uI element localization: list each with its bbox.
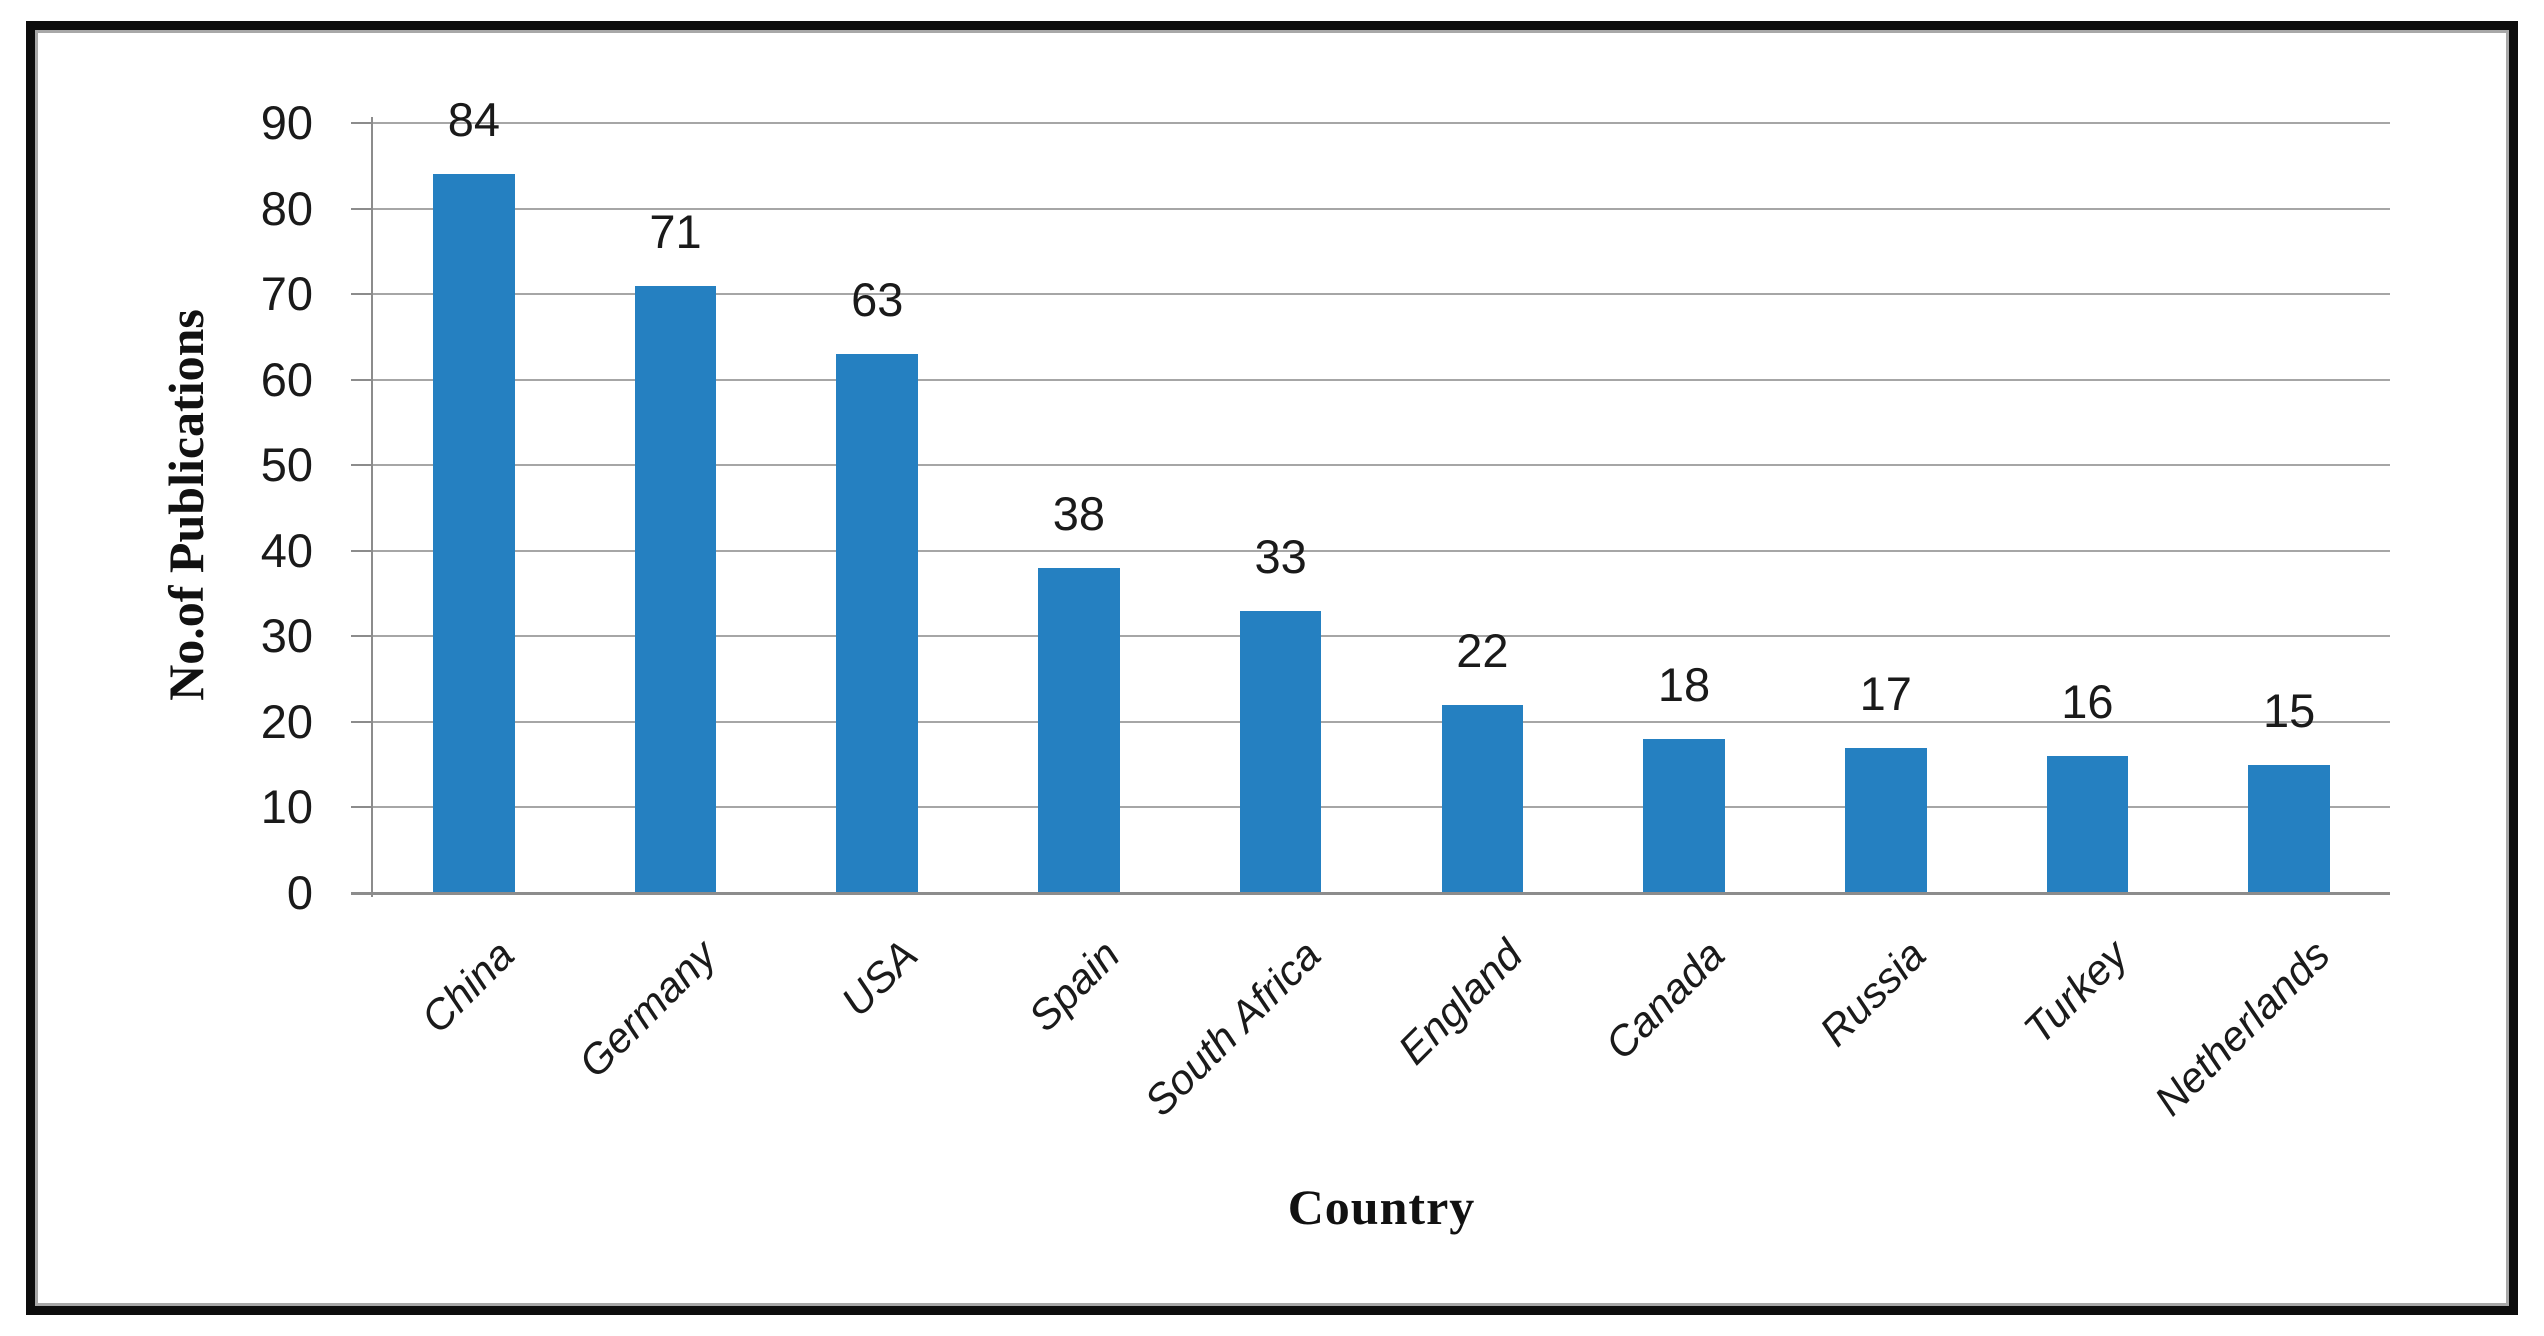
y-tick-label: 80 — [260, 181, 313, 235]
y-axis-tick — [351, 464, 373, 467]
y-tick-label: 70 — [260, 267, 313, 321]
x-axis-line — [351, 892, 2390, 895]
bar-value-label: 16 — [2061, 675, 2114, 729]
y-axis-tick — [351, 122, 373, 124]
x-category-label: South Africa — [1135, 930, 1330, 1125]
gridline — [373, 293, 2390, 296]
y-tick-label: 0 — [286, 866, 313, 919]
y-tick-label: 10 — [260, 780, 313, 834]
x-category-label: Spain — [1018, 930, 1129, 1041]
gridline — [373, 549, 2390, 552]
gridline — [373, 720, 2390, 723]
gridline — [373, 464, 2390, 467]
y-axis-tick — [351, 207, 373, 210]
gridline — [373, 122, 2390, 124]
x-category-label: Germany — [569, 930, 725, 1087]
chart-frame-border — [26, 21, 2518, 1315]
x-category-label: Russia — [1810, 930, 1935, 1055]
y-tick-label: 20 — [260, 694, 313, 748]
bar — [1239, 610, 1322, 893]
bar — [1441, 704, 1524, 893]
x-category-label: Turkey — [2014, 930, 2137, 1053]
bar — [1844, 747, 1927, 893]
y-tick-label: 90 — [260, 96, 313, 149]
bar — [1643, 739, 1725, 893]
y-axis-tick — [351, 635, 373, 638]
x-axis-title: Country — [1287, 1179, 1476, 1235]
bar-value-label: 15 — [2263, 683, 2316, 737]
y-axis-tick — [351, 806, 373, 809]
gridline — [373, 378, 2390, 381]
chart-frame-inner-line — [35, 30, 2509, 1306]
bar — [1038, 567, 1120, 893]
x-category-label: Canada — [1595, 930, 1734, 1069]
y-axis-line — [371, 117, 373, 897]
y-axis-title: No.of Publications — [158, 309, 214, 701]
bar — [433, 174, 515, 893]
bar — [634, 285, 717, 893]
bar-value-label: 63 — [851, 273, 904, 326]
bar-value-label: 18 — [1657, 658, 1711, 711]
bar-value-label: 33 — [1254, 529, 1307, 583]
bar — [836, 354, 919, 893]
y-axis-tick — [351, 293, 373, 296]
y-tick-label: 60 — [260, 352, 313, 406]
gridline — [373, 635, 2390, 638]
y-axis-tick — [351, 378, 373, 381]
gridline — [373, 207, 2390, 210]
y-tick-label: 30 — [260, 609, 313, 663]
x-category-label: China — [412, 930, 523, 1042]
bar-value-label: 84 — [447, 93, 500, 147]
bar-value-label: 38 — [1052, 486, 1106, 540]
gridline — [373, 806, 2390, 809]
bar-value-label: 17 — [1859, 666, 1912, 720]
bar — [2046, 756, 2129, 893]
bar-value-label: 71 — [649, 204, 702, 258]
y-tick-label: 50 — [260, 438, 313, 492]
x-category-label: USA — [832, 930, 927, 1026]
y-tick-label: 40 — [260, 523, 313, 577]
x-category-label: England — [1389, 930, 1532, 1074]
y-axis-tick — [351, 720, 373, 723]
y-axis-tick — [351, 549, 373, 552]
bar — [2248, 764, 2330, 893]
bar-value-label: 22 — [1456, 623, 1509, 677]
x-category-label: Netherlands — [2144, 930, 2339, 1125]
